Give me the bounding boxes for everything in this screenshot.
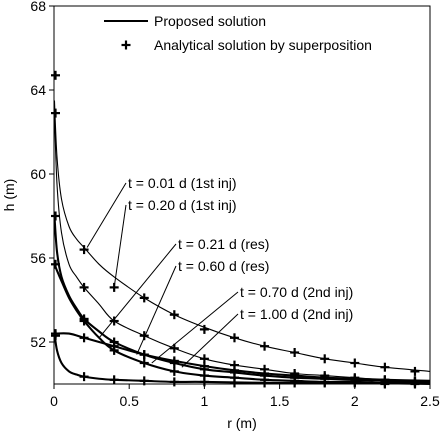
x-axis-label: r (m) bbox=[227, 415, 257, 431]
series-6-point bbox=[290, 378, 300, 388]
annotation-label: t = 0.70 d (2nd inj) bbox=[240, 284, 353, 300]
series-5-point bbox=[79, 316, 89, 326]
annotation-leader bbox=[113, 204, 127, 288]
x-tick-label: 0.5 bbox=[119, 393, 139, 409]
series-line-6 bbox=[53, 333, 431, 386]
annotation-leader bbox=[86, 182, 127, 248]
x-tick-label: 2 bbox=[351, 393, 359, 409]
series-1-point bbox=[79, 245, 89, 255]
series-6-point bbox=[260, 378, 270, 388]
series-1-point bbox=[139, 293, 149, 303]
series-6-point bbox=[169, 377, 179, 387]
series-4-point bbox=[199, 361, 209, 371]
plot-frame bbox=[53, 5, 431, 385]
series-6-point bbox=[51, 329, 61, 339]
series-5-point bbox=[139, 358, 149, 368]
chart-annotations: t = 0.01 d (1st inj) t = 0.20 d (1st inj)… bbox=[86, 175, 353, 368]
y-tick-label: 64 bbox=[30, 82, 46, 98]
legend-entry-label: Proposed solution bbox=[154, 13, 266, 29]
x-tick-label: 0 bbox=[50, 393, 58, 409]
series-4-point bbox=[79, 333, 89, 343]
series-2-point bbox=[169, 343, 179, 353]
y-axis-label: h (m) bbox=[1, 179, 17, 212]
annotation-label: t = 0.20 d (1st inj) bbox=[128, 197, 237, 213]
series-1-point bbox=[260, 341, 270, 351]
series-1-point bbox=[51, 70, 61, 80]
series-5-point bbox=[109, 345, 119, 355]
annotation-leader bbox=[136, 265, 177, 355]
series-4-point bbox=[139, 350, 149, 360]
y-tick-label: 56 bbox=[30, 250, 46, 266]
x-tick-label: 1 bbox=[201, 393, 209, 409]
series-1-point bbox=[320, 354, 330, 364]
series-2-point bbox=[51, 108, 61, 118]
series-6-point bbox=[320, 378, 330, 388]
annotation-leader bbox=[98, 243, 177, 339]
series-1-point bbox=[229, 333, 239, 343]
series-2-point bbox=[109, 316, 119, 326]
legend-entry-label: Analytical solution by superposition bbox=[154, 37, 372, 53]
series-6-point bbox=[229, 378, 239, 388]
series-1-point bbox=[199, 324, 209, 334]
series-1-point bbox=[350, 358, 360, 368]
series-6-point bbox=[79, 372, 89, 382]
annotation-leader bbox=[181, 313, 239, 368]
annotation-label: t = 1.00 d (2nd inj) bbox=[240, 306, 353, 322]
y-tick-label: 68 bbox=[30, 0, 46, 14]
annotation-label: t = 0.01 d (1st inj) bbox=[128, 175, 237, 191]
series-1-point bbox=[290, 348, 300, 357]
legend-plus-swatch bbox=[121, 40, 131, 50]
series-5-point bbox=[169, 366, 179, 376]
y-tick-label: 52 bbox=[30, 334, 46, 350]
chart-legend: Proposed solution Analytical solution by … bbox=[104, 13, 372, 53]
series-4-point bbox=[169, 356, 179, 366]
series-1-point bbox=[410, 366, 420, 376]
series-3-point bbox=[51, 211, 61, 221]
chart-axes: 0 0.5 1 1.5 2 2.5 52 56 60 64 68 bbox=[30, 0, 440, 409]
series-2-point bbox=[79, 282, 89, 292]
series-6-point bbox=[109, 375, 119, 385]
annotation-label: t = 0.21 d (res) bbox=[178, 236, 269, 252]
x-tick-label: 1.5 bbox=[270, 393, 290, 409]
series-1-point bbox=[380, 362, 390, 372]
series-1-point bbox=[169, 310, 179, 320]
y-tick-label: 60 bbox=[30, 166, 46, 182]
annotation-label: t = 0.60 d (res) bbox=[178, 258, 269, 274]
series-5-point bbox=[51, 259, 61, 269]
x-tick-label: 2.5 bbox=[420, 393, 440, 409]
chart-marks bbox=[51, 70, 431, 389]
annotation-leader bbox=[151, 291, 239, 364]
